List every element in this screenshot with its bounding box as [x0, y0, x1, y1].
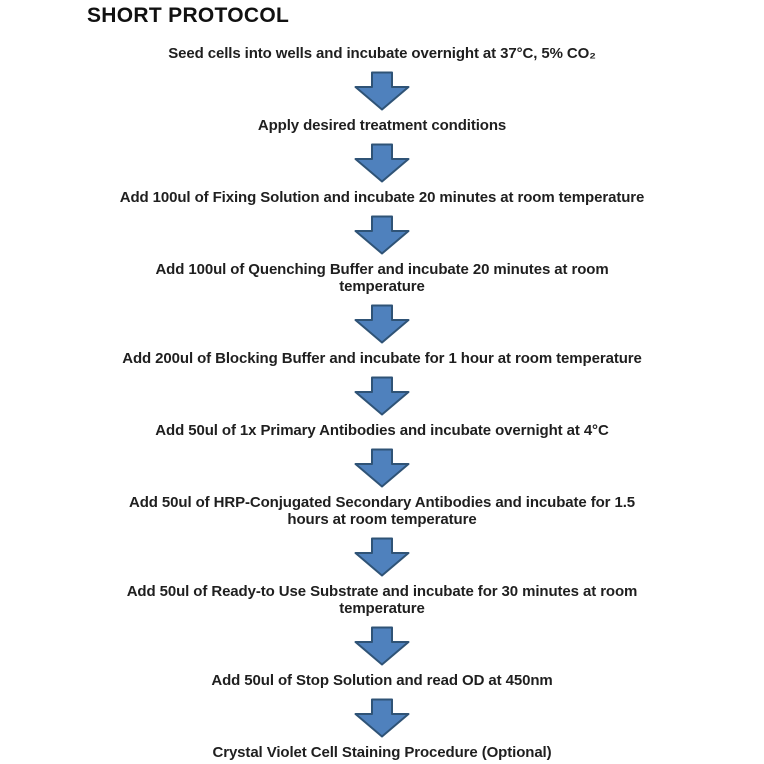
protocol-step-8: Add 50ul of Ready-to Use Substrate and i…: [32, 583, 732, 617]
down-arrow-icon: [0, 698, 764, 738]
step-text: Seed cells into wells and incubate overn…: [168, 45, 596, 62]
protocol-step-10: Crystal Violet Cell Staining Procedure (…: [32, 744, 732, 761]
down-arrow-icon: [0, 71, 764, 111]
down-arrow-icon: [0, 537, 764, 577]
page-title: SHORT PROTOCOL: [87, 4, 290, 27]
protocol-step-9: Add 50ul of Stop Solution and read OD at…: [32, 672, 732, 689]
step-text: Add 100ul of Fixing Solution and incubat…: [119, 189, 645, 206]
down-arrow-icon: [0, 215, 764, 255]
step-text: Add 200ul of Blocking Buffer and incubat…: [122, 350, 642, 367]
down-arrow-icon: [0, 448, 764, 488]
down-arrow-icon: [0, 143, 764, 183]
step-text: temperature: [339, 278, 425, 295]
protocol-step-2: Apply desired treatment conditions: [32, 117, 732, 134]
protocol-step-5: Add 200ul of Blocking Buffer and incubat…: [32, 350, 732, 367]
step-text: Apply desired treatment conditions: [257, 117, 507, 134]
protocol-step-6: Add 50ul of 1x Primary Antibodies and in…: [32, 422, 732, 439]
step-text: Add 100ul of Quenching Buffer and incuba…: [155, 261, 609, 278]
step-text: Crystal Violet Cell Staining Procedure (…: [212, 744, 552, 761]
step-text: Add 50ul of Ready-to Use Substrate and i…: [126, 583, 638, 600]
step-text: hours at room temperature: [287, 511, 477, 528]
protocol-flowchart: Seed cells into wells and incubate overn…: [0, 45, 764, 761]
down-arrow-icon: [0, 626, 764, 666]
down-arrow-icon: [0, 376, 764, 416]
step-text: Add 50ul of Stop Solution and read OD at…: [211, 672, 553, 689]
down-arrow-icon: [0, 304, 764, 344]
step-text: Add 50ul of 1x Primary Antibodies and in…: [155, 422, 609, 439]
protocol-step-4: Add 100ul of Quenching Buffer and incuba…: [32, 261, 732, 295]
step-text: Add 50ul of HRP-Conjugated Secondary Ant…: [128, 494, 636, 511]
protocol-step-7: Add 50ul of HRP-Conjugated Secondary Ant…: [32, 494, 732, 528]
step-text: temperature: [339, 600, 425, 617]
protocol-step-3: Add 100ul of Fixing Solution and incubat…: [32, 189, 732, 206]
protocol-step-1: Seed cells into wells and incubate overn…: [32, 45, 732, 62]
